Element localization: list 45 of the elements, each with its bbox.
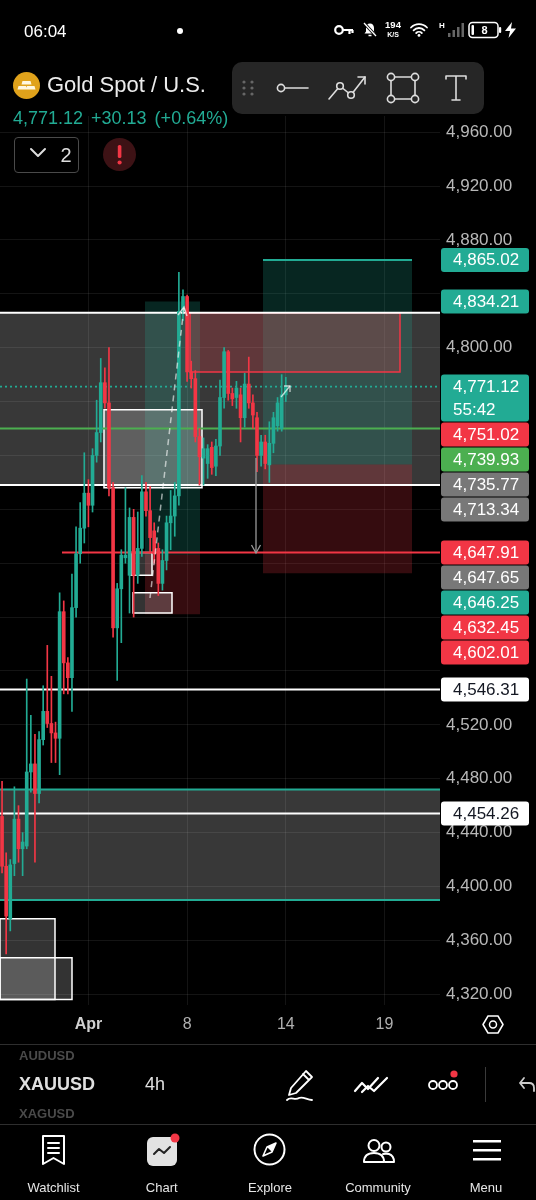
chart-title: Gold Spot / U.S. [47, 72, 206, 97]
y-tick-label: 4,320.00 [446, 983, 513, 1003]
y-tick-label: 4,440.00 [446, 822, 513, 842]
text: 4,647.65 [453, 567, 520, 587]
y-tick-label: 4,960.00 [446, 121, 513, 141]
y-tick-label: 4,920.00 [446, 175, 513, 195]
text: 4h [145, 1074, 166, 1094]
y-tick-label: 4,400.00 [446, 876, 513, 896]
text: Watchlist [27, 1179, 80, 1195]
ref-line-label: 4,647.91 [453, 542, 520, 562]
text: 4,834.21 [453, 291, 520, 311]
x-tick-label: 8 [182, 1015, 192, 1033]
y-tick-label: 4,480.00 [446, 768, 513, 788]
y-tick-label: 4,520.00 [446, 714, 513, 734]
annotation: 2 [60, 144, 72, 166]
text: Explore [247, 1179, 293, 1195]
y-tick-label: 4,880.00 [446, 229, 513, 249]
y-tick-label: 4,800.00 [446, 337, 513, 357]
text: XAUUSD [19, 1074, 96, 1094]
text: Menu [469, 1179, 503, 1195]
candlestick [33, 733, 37, 863]
text: 194 [385, 19, 401, 31]
text: 4,751.02 [453, 424, 520, 444]
ref-line-label: 4,771.12 55:42 [453, 376, 520, 419]
text: 4,735.77 [453, 474, 520, 494]
text: 4,632.45 [453, 617, 520, 637]
text: XAGUSD [19, 1105, 75, 1121]
text: 06:04 [24, 21, 67, 41]
ref-line-label: 4,865.02 [453, 250, 520, 270]
ref-line-label: 4,454.26 [453, 803, 520, 823]
ref-line-label: 4,546.31 [453, 679, 520, 699]
text: 4,713.34 [453, 499, 520, 519]
text: Community [345, 1179, 411, 1195]
ref-line-label: 4,739.93 [453, 449, 520, 469]
text: 4,646.25 [453, 592, 520, 612]
text: Chart [145, 1179, 178, 1195]
text: H [439, 20, 445, 30]
x-tick-label: 19 [375, 1015, 394, 1033]
text: 4,602.01 [453, 642, 520, 662]
chart-subtitle: 4,771.12 +30.13 (+0.64%) [13, 108, 229, 128]
text: AUDUSD [19, 1047, 75, 1063]
y-tick-label: 4,360.00 [446, 930, 513, 950]
text: 8 [481, 23, 488, 36]
x-tick-label: 14 [276, 1015, 295, 1033]
x-tick-label: Apr [74, 1015, 103, 1033]
